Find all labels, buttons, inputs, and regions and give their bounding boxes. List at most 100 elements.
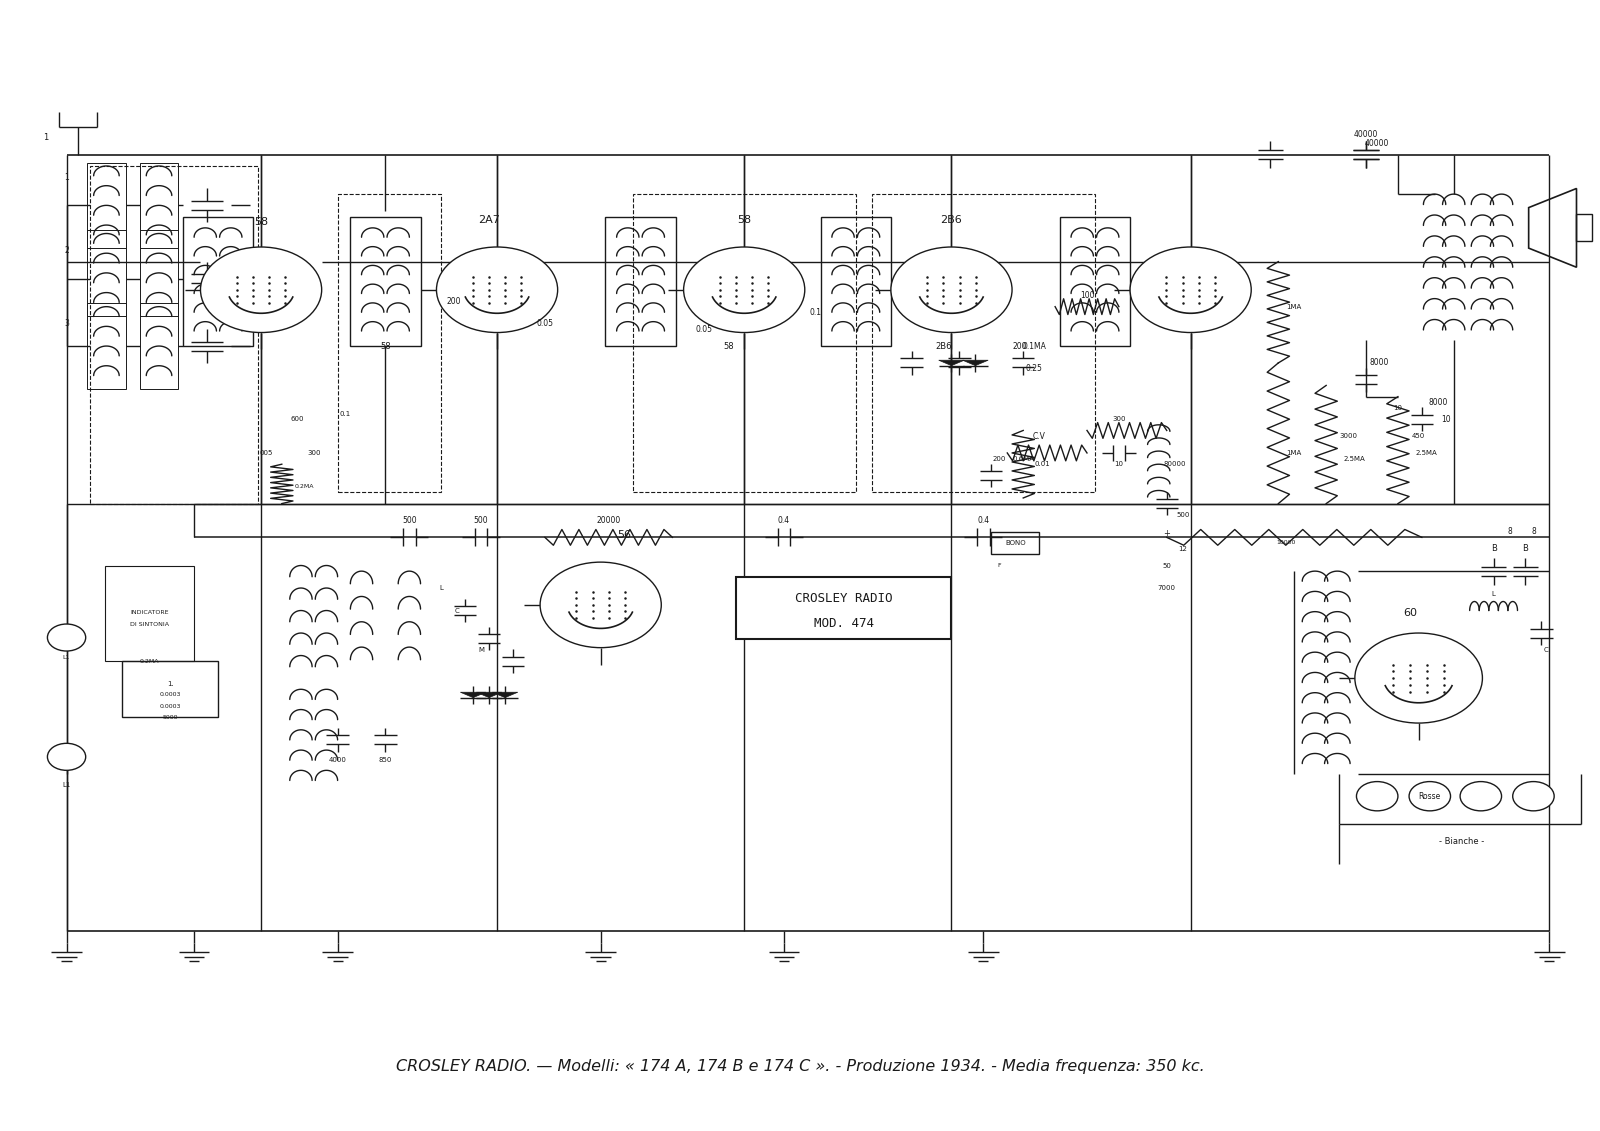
Text: 0.01: 0.01 [1035,461,1050,467]
Circle shape [1357,782,1398,811]
Text: 200: 200 [992,456,1006,461]
Text: 2B6: 2B6 [936,342,952,351]
Text: 58: 58 [381,342,390,351]
Text: 40000: 40000 [1354,130,1378,139]
Bar [992,532,1038,554]
Bar [872,195,1094,492]
Text: 0.25: 0.25 [1026,364,1043,373]
Text: 1MA: 1MA [1286,450,1302,456]
Text: L: L [1491,590,1496,597]
Circle shape [48,743,86,770]
Text: 0.2MA: 0.2MA [294,484,314,490]
Text: 0.4: 0.4 [978,516,989,525]
Text: 8: 8 [1531,527,1536,536]
Bar [88,303,125,389]
Text: C.V: C.V [1032,432,1046,441]
Text: M: M [478,647,485,653]
Text: 60: 60 [1403,607,1418,618]
Bar [338,195,442,492]
Bar [139,230,178,316]
Circle shape [200,247,322,333]
Bar [139,163,178,248]
Text: 1: 1 [64,173,69,182]
Text: 8000: 8000 [1370,359,1389,368]
Text: 200: 200 [1013,342,1027,351]
Text: 200: 200 [446,296,461,305]
Circle shape [891,247,1013,333]
Bar [605,217,675,346]
Bar [821,217,891,346]
Text: 10: 10 [1394,405,1403,411]
Text: 1.: 1. [166,681,173,687]
Bar [736,577,952,639]
Text: 2B6: 2B6 [941,215,962,225]
Bar [632,195,856,492]
Text: 4000: 4000 [328,757,347,763]
Text: 7000: 7000 [1158,585,1176,592]
Text: 10: 10 [1114,461,1123,467]
Circle shape [1355,633,1483,723]
Text: 300: 300 [307,450,320,456]
Text: L: L [440,585,443,592]
Bar [182,217,253,346]
Text: 1: 1 [43,133,48,143]
Text: 3000: 3000 [1339,433,1357,439]
Text: 100: 100 [1080,291,1094,300]
Text: Rosse: Rosse [1419,792,1442,801]
Polygon shape [477,692,502,698]
Text: 0.1: 0.1 [810,308,822,317]
Text: B: B [1523,544,1528,553]
Text: +: + [1163,529,1170,538]
Bar [88,163,125,248]
Text: B: B [1491,544,1496,553]
Text: 0.2MA: 0.2MA [139,658,160,664]
Text: C: C [454,607,459,613]
Text: 50: 50 [1162,562,1171,569]
Text: 1MA: 1MA [1286,303,1302,310]
Text: 2A7: 2A7 [478,215,501,225]
Bar [122,662,218,717]
Bar [88,230,125,316]
Text: 2.5MA: 2.5MA [1344,456,1366,461]
Text: 850: 850 [379,757,392,763]
Circle shape [541,562,661,648]
Circle shape [1410,782,1451,811]
Text: 300: 300 [1112,416,1126,422]
Text: CROSLEY RADIO. — Modelli: « 174 A, 174 B e 174 C ». - Produzione 1934. - Media f: CROSLEY RADIO. — Modelli: « 174 A, 174 B… [395,1059,1205,1073]
Bar [106,566,194,662]
Text: 20000: 20000 [597,516,621,525]
Circle shape [1130,247,1251,333]
Text: 600: 600 [291,416,304,422]
Text: DI SINTONIA: DI SINTONIA [130,622,170,627]
Text: 0.05: 0.05 [536,319,554,328]
Text: C: C [1544,647,1549,653]
Text: 0.6MA: 0.6MA [1013,456,1034,461]
Circle shape [48,624,86,651]
Text: 500: 500 [1176,512,1189,518]
Text: 80000: 80000 [1163,461,1186,467]
Text: 40000: 40000 [1365,139,1389,148]
Circle shape [437,247,558,333]
Text: - Bianche -: - Bianche - [1438,837,1485,846]
Bar [350,217,421,346]
Text: 3: 3 [64,319,69,328]
Text: 8000: 8000 [1429,398,1448,407]
Text: 58: 58 [723,342,733,351]
Text: 0.4: 0.4 [778,516,790,525]
Text: F: F [997,563,1002,568]
Polygon shape [939,360,965,365]
Text: MOD. 474: MOD. 474 [814,616,874,630]
Text: 10000: 10000 [1277,541,1296,545]
Circle shape [683,247,805,333]
Text: 500: 500 [474,516,488,525]
Text: CROSLEY RADIO: CROSLEY RADIO [795,592,893,605]
Text: 2: 2 [64,245,69,254]
Text: L1: L1 [62,655,70,661]
Text: BONO: BONO [1005,539,1026,546]
Text: 0.1: 0.1 [339,411,352,416]
Text: 58: 58 [254,217,269,227]
Text: 005: 005 [259,450,272,456]
Polygon shape [963,360,989,365]
Text: 5000: 5000 [163,715,178,720]
Text: 450: 450 [1413,433,1426,439]
